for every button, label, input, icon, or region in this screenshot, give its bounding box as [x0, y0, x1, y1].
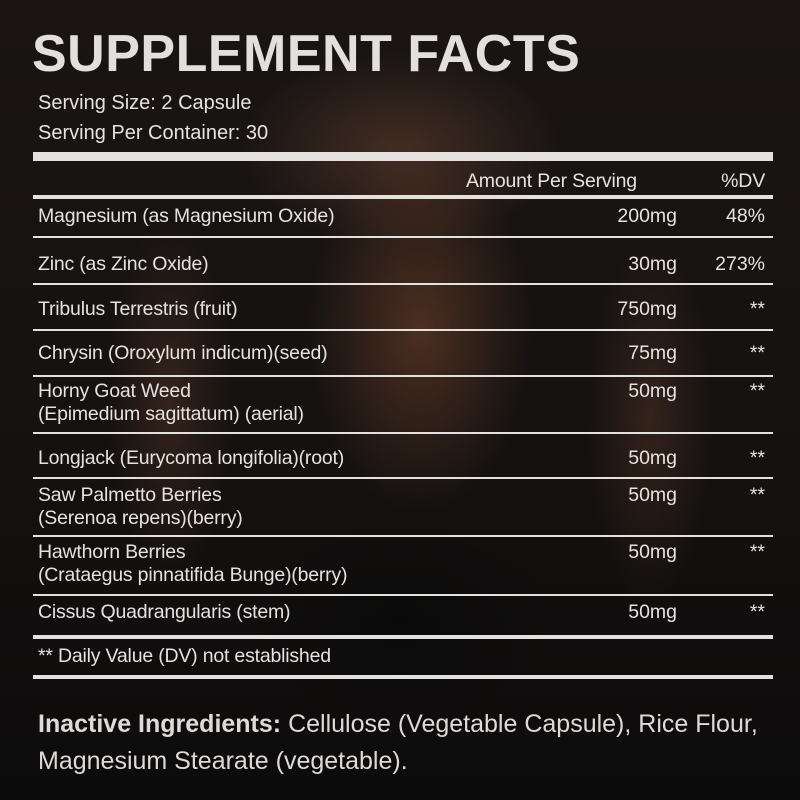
ingredient-dv: **: [749, 298, 765, 320]
row-divider: [33, 236, 773, 238]
ingredient-amount: 50mg: [628, 601, 677, 623]
row-divider: [33, 635, 773, 639]
inactive-label: Inactive Ingredients:: [38, 710, 282, 738]
ingredient-amount: 50mg: [628, 380, 677, 402]
ingredient-dv: **: [749, 447, 765, 469]
divider: [33, 675, 773, 679]
ingredient-dv: **: [749, 484, 765, 506]
inactive-text: Cellulose (Vegetable Capsule), Rice Flou…: [38, 710, 758, 775]
row-divider: [33, 432, 773, 434]
ingredient-source: (Epimedium sagittatum) (aerial): [38, 403, 304, 425]
row-divider: [33, 477, 773, 479]
header-dv: %DV: [721, 170, 765, 192]
ingredient-dv: **: [749, 541, 765, 563]
ingredient-name: Tribulus Terrestris (fruit): [38, 298, 238, 320]
ingredient-name: Cissus Quadrangularis (stem): [38, 601, 291, 623]
ingredient-amount: 30mg: [628, 253, 677, 275]
ingredient-dv: **: [749, 342, 765, 364]
serving-size: Serving Size: 2 Capsule: [38, 92, 252, 114]
inactive-ingredients: Inactive Ingredients: Cellulose (Vegetab…: [38, 706, 788, 780]
ingredient-amount: 75mg: [628, 342, 677, 364]
divider-thick: [33, 152, 773, 161]
ingredient-name: Horny Goat Weed: [38, 380, 191, 402]
ingredient-name: Longjack (Eurycoma longifolia)(root): [38, 447, 345, 469]
ingredient-amount: 750mg: [617, 298, 677, 320]
ingredient-name: Hawthorn Berries: [38, 541, 186, 563]
servings-per-container: Serving Per Container: 30: [38, 122, 269, 144]
ingredient-source: (Crataegus pinnatifida Bunge)(berry): [38, 564, 348, 586]
row-divider: [33, 535, 773, 537]
footnote: ** Daily Value (DV) not established: [38, 645, 331, 667]
row-divider: [33, 375, 773, 377]
header-amount: Amount Per Serving: [466, 170, 637, 192]
divider: [33, 195, 773, 199]
ingredient-dv: 273%: [715, 253, 765, 275]
row-divider: [33, 594, 773, 596]
ingredient-amount: 50mg: [628, 484, 677, 506]
ingredient-amount: 50mg: [628, 447, 677, 469]
row-divider: [33, 283, 773, 285]
ingredient-amount: 200mg: [617, 205, 677, 227]
row-divider: [33, 329, 773, 331]
ingredient-source: (Serenoa repens)(berry): [38, 507, 243, 529]
ingredient-dv: **: [749, 601, 765, 623]
page-title: SUPPLEMENT FACTS: [32, 25, 581, 83]
ingredient-dv: **: [749, 380, 765, 402]
ingredient-name: Saw Palmetto Berries: [38, 484, 222, 506]
ingredient-dv: 48%: [725, 205, 765, 227]
ingredient-name: Zinc (as Zinc Oxide): [38, 253, 209, 275]
ingredient-name: Magnesium (as Magnesium Oxide): [38, 205, 335, 227]
ingredient-amount: 50mg: [628, 541, 677, 563]
ingredient-name: Chrysin (Oroxylum indicum)(seed): [38, 342, 328, 364]
